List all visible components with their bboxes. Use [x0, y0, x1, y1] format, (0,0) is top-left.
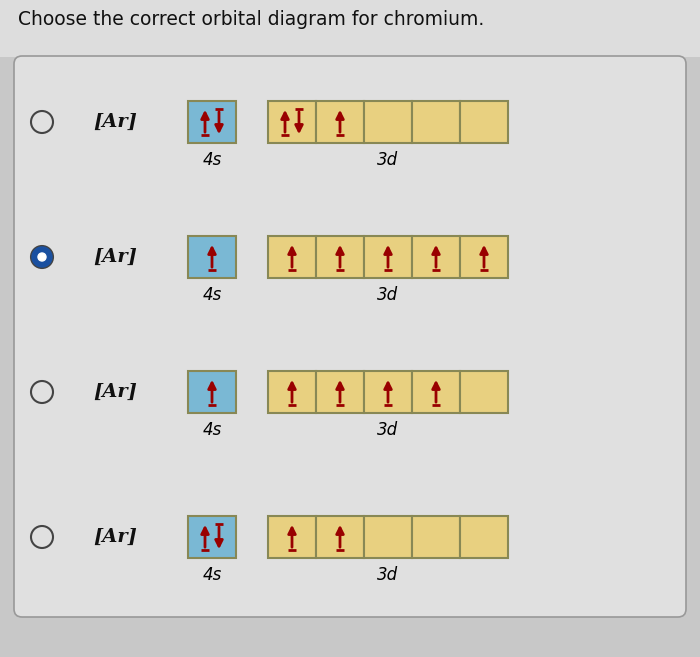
Text: 3d: 3d: [377, 421, 398, 439]
Bar: [188, 101, 236, 143]
Bar: [188, 371, 236, 413]
Text: [Ar]: [Ar]: [93, 383, 137, 401]
Bar: [460, 101, 508, 143]
Text: 4s: 4s: [202, 286, 222, 304]
Bar: [188, 236, 236, 278]
Text: 3d: 3d: [377, 566, 398, 584]
Text: 4s: 4s: [202, 151, 222, 169]
Bar: [412, 101, 460, 143]
Bar: [188, 516, 236, 558]
Text: 4s: 4s: [202, 566, 222, 584]
Text: [Ar]: [Ar]: [93, 248, 137, 266]
Text: 3d: 3d: [377, 286, 398, 304]
Text: [Ar]: [Ar]: [93, 528, 137, 546]
Bar: [364, 516, 412, 558]
FancyBboxPatch shape: [14, 56, 686, 617]
Bar: [364, 101, 412, 143]
Bar: [412, 371, 460, 413]
Text: [Ar]: [Ar]: [93, 113, 137, 131]
Bar: [268, 101, 316, 143]
Bar: [412, 516, 460, 558]
Bar: [460, 516, 508, 558]
Bar: [0, 0, 700, 57]
Bar: [460, 236, 508, 278]
Text: Choose the correct orbital diagram for chromium.: Choose the correct orbital diagram for c…: [18, 10, 484, 29]
Bar: [268, 516, 316, 558]
Bar: [316, 516, 364, 558]
Bar: [268, 371, 316, 413]
Bar: [316, 101, 364, 143]
Bar: [412, 236, 460, 278]
Bar: [364, 236, 412, 278]
Circle shape: [32, 247, 52, 267]
Bar: [268, 236, 316, 278]
Bar: [316, 371, 364, 413]
Bar: [364, 371, 412, 413]
Text: 3d: 3d: [377, 151, 398, 169]
Bar: [316, 236, 364, 278]
Bar: [460, 371, 508, 413]
Circle shape: [38, 253, 46, 261]
Text: 4s: 4s: [202, 421, 222, 439]
